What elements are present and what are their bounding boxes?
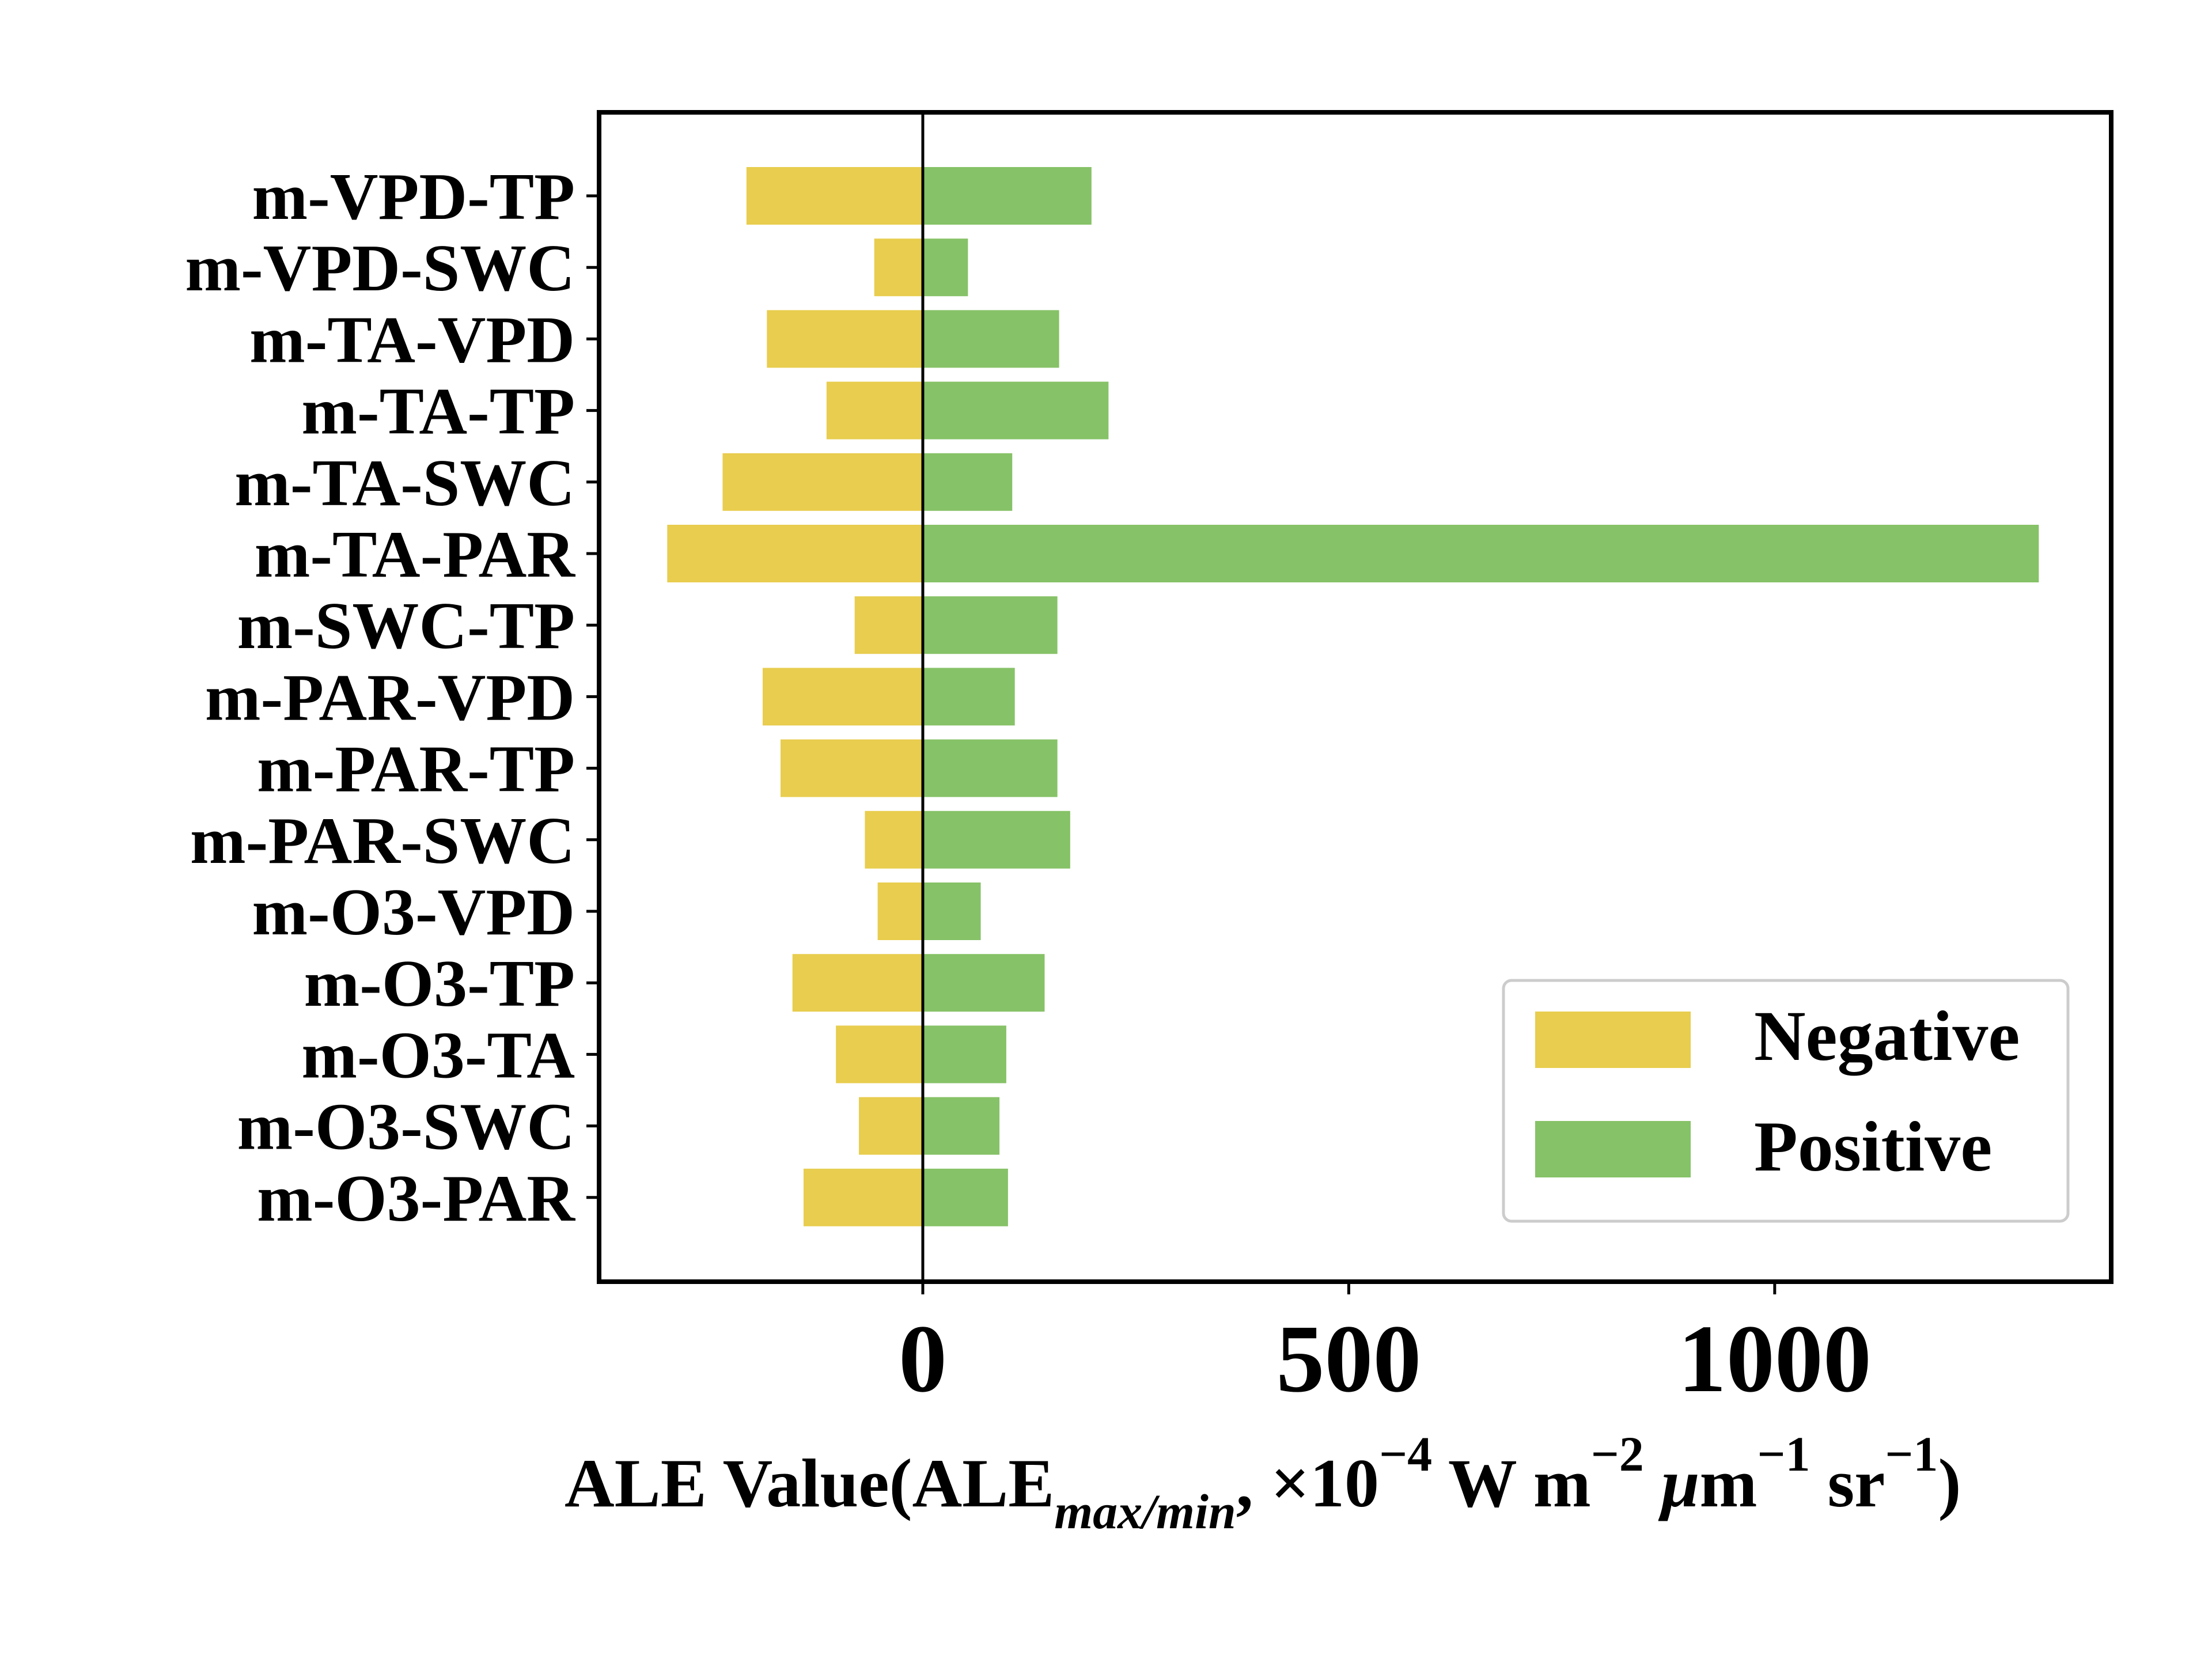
x-label-exp-4: −1 (1885, 1426, 1938, 1482)
y-tick-label: m-TA-PAR (255, 518, 575, 592)
x-label-close: ) (1938, 1445, 1961, 1521)
x-label-unit-m: m (1699, 1445, 1757, 1521)
bar-negative-m-o3-vpd (877, 882, 923, 940)
bar-positive-m-o3-tp (922, 954, 1045, 1012)
bar-negative-m-o3-swc (859, 1097, 923, 1155)
x-label-main: ALE Value(ALE (565, 1445, 1054, 1521)
x-label-exp-1: −4 (1379, 1426, 1432, 1482)
legend-swatch-negative (1535, 1012, 1691, 1068)
bar-negative-m-vpd-tp (746, 167, 923, 225)
bar-negative-m-par-swc (865, 810, 923, 869)
y-tick-label: m-TA-SWC (234, 446, 575, 520)
y-tick-label: m-SWC-TP (237, 589, 575, 663)
y-tick-label: m-PAR-SWC (190, 804, 575, 878)
y-tick-label: m-O3-TA (301, 1018, 575, 1092)
y-tick-label: m-PAR-TP (257, 733, 575, 806)
bar-positive-m-ta-tp (922, 381, 1109, 440)
x-label-exp-2: −2 (1591, 1426, 1644, 1482)
legend-label-negative: Negative (1754, 997, 2020, 1076)
bar-negative-m-ta-par (667, 525, 923, 582)
bar-negative-m-ta-vpd (767, 310, 923, 368)
bar-positive-m-par-tp (922, 739, 1058, 797)
x-axis: 0 500 1000 (899, 1282, 1872, 1412)
legend-label-positive: Positive (1754, 1107, 1992, 1186)
bar-positive-m-swc-tp (922, 596, 1058, 654)
bar-positive-m-ta-par (922, 525, 2039, 582)
y-tick-label: m-VPD-TP (252, 160, 575, 234)
bar-negative-m-ta-tp (826, 381, 923, 440)
y-axis: m-VPD-TPm-VPD-SWCm-TA-VPDm-TA-TPm-TA-SWC… (185, 160, 599, 1236)
bar-negative-m-o3-ta (836, 1025, 923, 1084)
x-axis-label: ALE Value(ALEmax/min, ×10−4 W m−2 μm−1 s… (565, 1426, 1961, 1539)
bar-negative-m-par-tp (781, 739, 923, 797)
bar-negative-m-ta-swc (722, 453, 923, 511)
y-tick-label: m-O3-TP (304, 947, 575, 1021)
y-tick-label: m-VPD-SWC (185, 232, 575, 305)
x-tick-label: 1000 (1678, 1305, 1872, 1412)
x-tick-label: 0 (899, 1305, 947, 1412)
bar-positive-m-par-vpd (922, 668, 1015, 726)
bar-positive-m-vpd-swc (922, 238, 968, 297)
bars-layer (667, 167, 2039, 1226)
x-label-mu: μ (1644, 1445, 1700, 1521)
bar-positive-m-par-swc (922, 810, 1070, 869)
bar-positive-m-o3-vpd (922, 882, 981, 940)
bar-negative-m-swc-tp (854, 596, 923, 654)
x-label-multiplier: , ×10 (1236, 1445, 1379, 1521)
x-label-exp-3: −1 (1757, 1426, 1810, 1482)
bar-negative-m-vpd-swc (874, 238, 923, 297)
bar-negative-m-par-vpd (762, 668, 923, 726)
legend-swatch-positive (1535, 1121, 1691, 1177)
x-label-unit-sr: sr (1810, 1445, 1885, 1521)
bar-positive-m-ta-vpd (922, 310, 1059, 368)
bar-positive-m-o3-ta (922, 1025, 1006, 1084)
y-tick-label: m-TA-VPD (249, 303, 575, 377)
bar-positive-m-o3-swc (922, 1097, 1000, 1155)
bar-negative-m-o3-tp (792, 954, 923, 1012)
x-label-unit-w: W m (1432, 1445, 1591, 1521)
legend: Negative Positive (1502, 979, 2070, 1223)
x-label-subscript: max/min (1054, 1484, 1236, 1539)
y-tick-label: m-O3-SWC (237, 1090, 575, 1164)
bar-positive-m-o3-par (922, 1168, 1008, 1226)
bar-positive-m-vpd-tp (922, 167, 1092, 225)
y-tick-label: m-TA-TP (301, 375, 575, 449)
bar-negative-m-o3-par (803, 1168, 923, 1226)
x-tick-label: 500 (1276, 1305, 1421, 1412)
y-tick-label: m-O3-PAR (257, 1162, 575, 1236)
y-tick-label: m-PAR-VPD (205, 661, 575, 734)
y-tick-label: m-O3-VPD (252, 876, 575, 949)
bar-positive-m-ta-swc (922, 453, 1013, 511)
